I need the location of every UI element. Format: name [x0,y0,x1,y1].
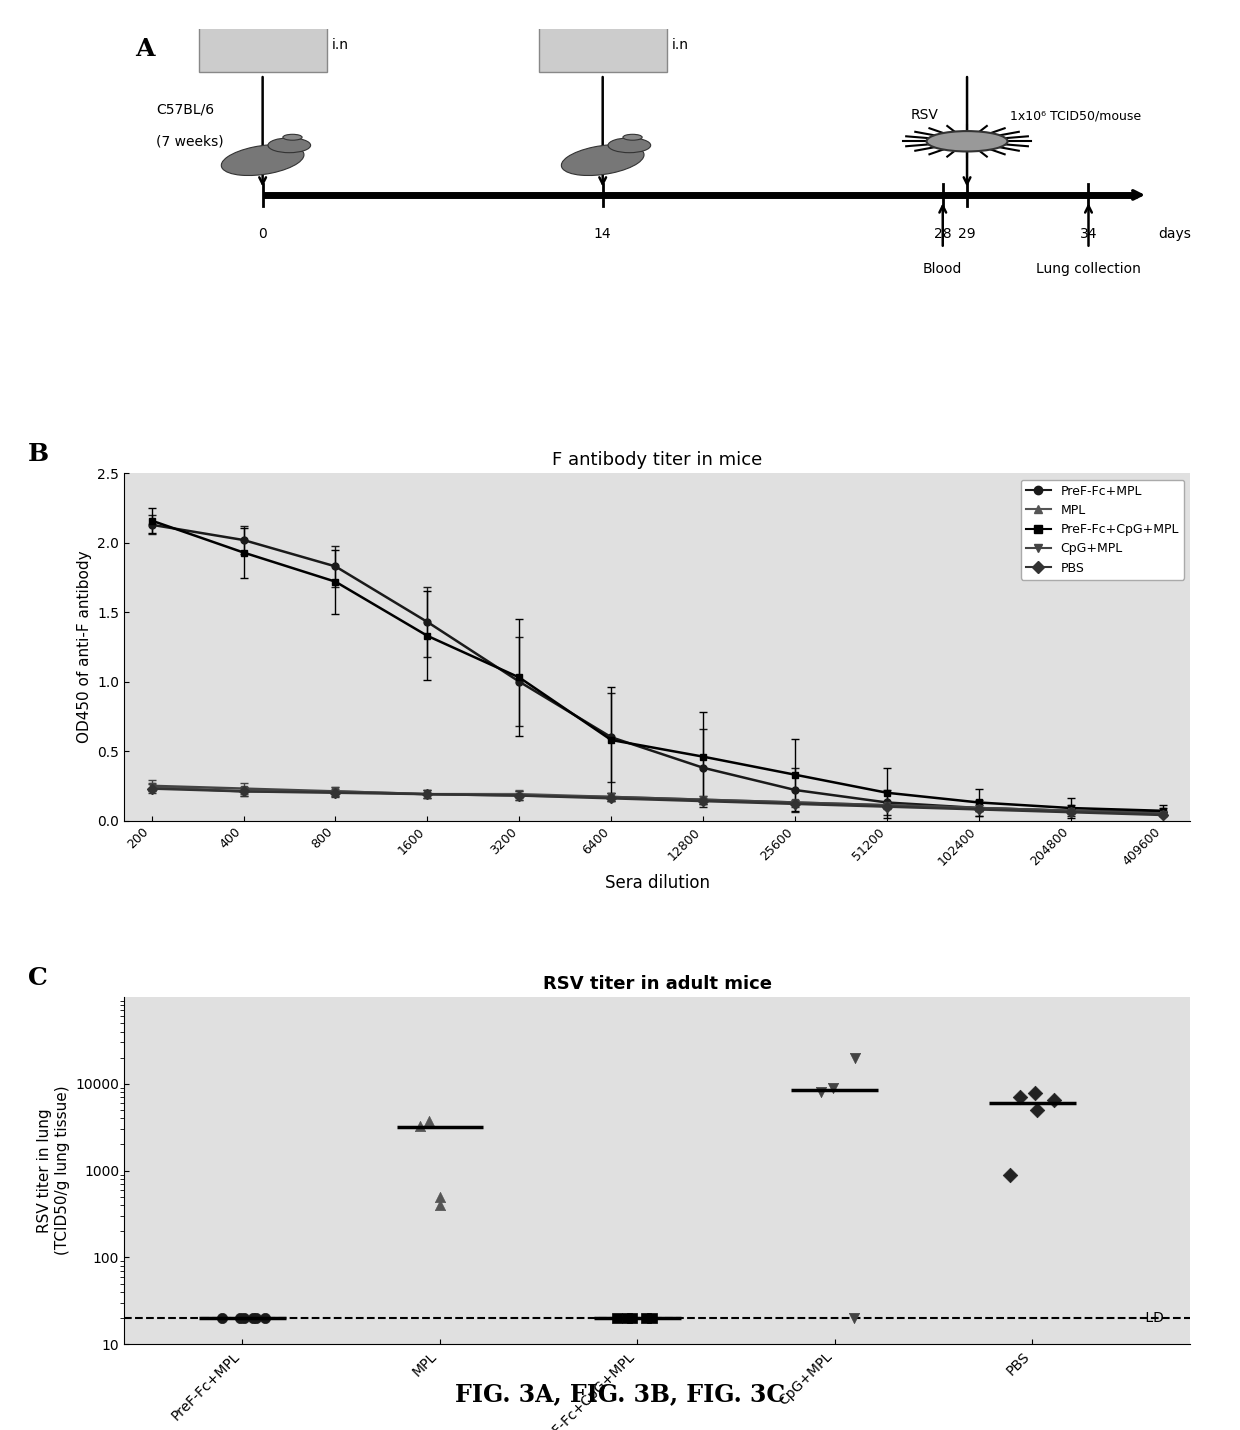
Point [243,1307,263,1330]
Point [1027,1098,1047,1121]
Text: i.n: i.n [672,37,689,51]
Point [1009,1085,1029,1108]
Text: C: C [29,967,48,990]
Point [636,1307,656,1330]
Title: F antibody titer in mice: F antibody titer in mice [552,450,763,469]
Point [419,1110,439,1133]
Text: Lung collection: Lung collection [1037,262,1141,276]
Text: 28: 28 [934,227,951,242]
Point [234,1307,254,1330]
Text: 1x10⁶ TCID50/mouse: 1x10⁶ TCID50/mouse [1009,110,1141,123]
Text: A: A [135,37,154,60]
Point [212,1307,232,1330]
Text: C57BL/6: C57BL/6 [156,102,215,116]
Text: Boost: Boost [580,37,625,51]
Point [229,1307,249,1330]
Text: days: days [1158,227,1192,242]
Text: 29: 29 [959,227,976,242]
Point [618,1307,637,1330]
Text: FIG. 3A, FIG. 3B, FIG. 3C: FIG. 3A, FIG. 3B, FIG. 3C [455,1383,785,1406]
Point [409,1114,429,1137]
Point [844,1307,864,1330]
Text: RSV: RSV [910,109,939,123]
Point [255,1307,275,1330]
Y-axis label: RSV titer in lung
(TCID50/g lung tissue): RSV titer in lung (TCID50/g lung tissue) [37,1085,69,1256]
Point [430,1194,450,1217]
FancyBboxPatch shape [198,17,326,72]
Ellipse shape [268,137,310,153]
Text: LD: LD [1141,1311,1164,1326]
Text: Prime: Prime [239,37,285,51]
Text: Blood: Blood [923,262,962,276]
Point [246,1307,265,1330]
Point [846,1047,866,1070]
Ellipse shape [283,134,303,140]
Legend: PreF-Fc+MPL, MPL, PreF-Fc+CpG+MPL, CpG+MPL, PBS: PreF-Fc+MPL, MPL, PreF-Fc+CpG+MPL, CpG+M… [1021,479,1184,579]
Text: (7 weeks): (7 weeks) [156,134,223,149]
Ellipse shape [562,144,644,176]
Circle shape [926,132,1008,152]
Text: 14: 14 [594,227,611,242]
Text: i.n: i.n [332,37,348,51]
Ellipse shape [608,137,651,153]
Ellipse shape [221,144,304,176]
Point [1024,1081,1044,1104]
Y-axis label: OD450 of anti-F antibody: OD450 of anti-F antibody [77,551,92,744]
Ellipse shape [622,134,642,140]
X-axis label: Sera dilution: Sera dilution [605,874,709,892]
Point [999,1163,1019,1185]
Point [1044,1088,1064,1111]
Point [430,1185,450,1208]
Point [606,1307,626,1330]
Point [622,1307,642,1330]
Text: 34: 34 [1080,227,1097,242]
Point [811,1081,831,1104]
Text: 0: 0 [258,227,267,242]
FancyBboxPatch shape [538,17,667,72]
Point [642,1307,662,1330]
Title: RSV titer in adult mice: RSV titer in adult mice [543,975,771,992]
Point [823,1077,843,1100]
Text: B: B [29,442,50,466]
